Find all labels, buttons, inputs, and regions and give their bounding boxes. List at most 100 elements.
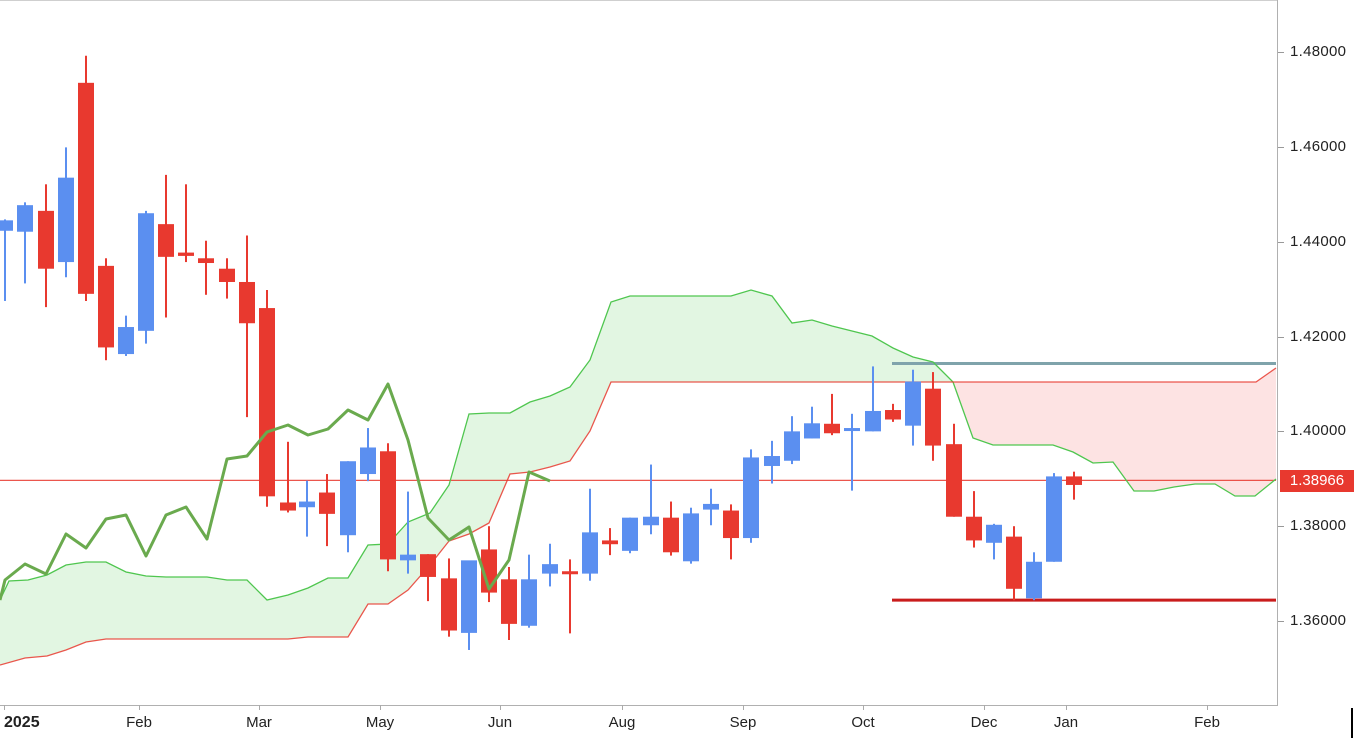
price-label: 1.44000	[1290, 232, 1347, 250]
date-tick	[622, 705, 623, 710]
candle[interactable]	[925, 372, 941, 461]
candle[interactable]	[380, 443, 396, 572]
date-label: Sep	[729, 714, 757, 731]
candle[interactable]	[1026, 552, 1042, 601]
date-label: Jan	[1053, 714, 1079, 731]
candle[interactable]	[441, 558, 457, 637]
date-tick	[1066, 705, 1067, 710]
candle[interactable]	[299, 480, 315, 537]
candle[interactable]	[865, 366, 881, 432]
senkou-span-b	[0, 367, 1277, 666]
date-label: May	[365, 714, 395, 731]
price-tick	[1278, 241, 1284, 243]
candle[interactable]	[521, 554, 537, 628]
candle[interactable]	[259, 290, 275, 507]
price-tick	[1278, 52, 1284, 53]
candles	[0, 55, 1082, 650]
chikou-line	[0, 382, 551, 601]
date-label: 2025	[4, 714, 40, 731]
candle[interactable]	[239, 235, 255, 418]
senkou-span-a	[0, 289, 1277, 601]
date-tick	[1207, 705, 1208, 710]
candle[interactable]	[17, 202, 33, 284]
candle[interactable]	[1046, 473, 1062, 562]
candle[interactable]	[158, 174, 174, 318]
candle[interactable]	[602, 528, 618, 556]
candle[interactable]	[986, 523, 1002, 560]
candle[interactable]	[663, 501, 679, 556]
price-label: 1.36000	[1290, 612, 1347, 630]
candle[interactable]	[280, 441, 296, 513]
date-tick	[863, 705, 864, 710]
candle[interactable]	[885, 403, 901, 422]
candle[interactable]	[764, 440, 780, 484]
price-label: 1.38000	[1290, 517, 1347, 535]
candle[interactable]	[420, 554, 436, 602]
candle[interactable]	[946, 423, 962, 517]
price-tick	[1278, 146, 1284, 148]
price-tick	[1278, 431, 1284, 433]
candle[interactable]	[824, 393, 840, 436]
candle[interactable]	[582, 488, 598, 581]
candle[interactable]	[542, 543, 558, 587]
candle[interactable]	[481, 526, 497, 603]
price-label: 1.42000	[1290, 327, 1347, 345]
candle[interactable]	[743, 449, 759, 543]
candle[interactable]	[966, 491, 982, 548]
date-label: Aug	[608, 714, 636, 731]
chikou-span	[0, 382, 551, 601]
date-tick	[984, 705, 985, 710]
chart-top-border	[0, 0, 1278, 1]
date-label: Jun	[487, 714, 513, 731]
candle[interactable]	[501, 566, 517, 641]
candle[interactable]	[1006, 526, 1022, 601]
date-tick	[4, 705, 5, 710]
candle[interactable]	[1066, 471, 1082, 500]
candle[interactable]	[905, 369, 921, 446]
candle[interactable]	[461, 560, 477, 650]
candle[interactable]	[703, 488, 719, 526]
candle[interactable]	[219, 258, 235, 299]
ichimoku-cloud	[0, 290, 1276, 665]
date-tick	[380, 705, 381, 710]
candle[interactable]	[844, 413, 860, 491]
window-edge	[1351, 708, 1353, 738]
price-tick	[1278, 621, 1284, 623]
date-label: Feb	[126, 714, 152, 731]
date-tick	[259, 705, 260, 710]
ichimoku-spans	[0, 289, 1277, 666]
date-label: Dec	[970, 714, 998, 731]
date-label: Feb	[1194, 714, 1220, 731]
current-price-badge: 1.38966	[1280, 470, 1354, 492]
candle[interactable]	[622, 517, 638, 554]
candle[interactable]	[319, 474, 335, 547]
price-tick	[1278, 526, 1284, 528]
candle[interactable]	[360, 428, 376, 482]
candle[interactable]	[562, 559, 578, 634]
date-label: Mar	[246, 714, 272, 731]
candle[interactable]	[98, 258, 114, 361]
candle[interactable]	[784, 416, 800, 465]
candle[interactable]	[683, 507, 699, 564]
time-axis-line	[0, 705, 1278, 706]
candle[interactable]	[198, 240, 214, 295]
candle[interactable]	[78, 55, 94, 301]
candle[interactable]	[643, 464, 659, 535]
candle[interactable]	[804, 406, 820, 439]
candle[interactable]	[118, 315, 134, 356]
price-tick	[1278, 336, 1284, 338]
candle[interactable]	[400, 491, 416, 574]
candle[interactable]	[340, 461, 356, 553]
candle[interactable]	[723, 504, 739, 560]
date-tick	[500, 705, 501, 710]
candle[interactable]	[0, 219, 13, 301]
price-label: 1.46000	[1290, 137, 1347, 155]
candle[interactable]	[178, 184, 194, 263]
horizontal-lines	[0, 362, 1276, 602]
candle[interactable]	[138, 210, 154, 344]
price-label: 1.48000	[1290, 43, 1347, 60]
price-axis-line	[1277, 0, 1278, 706]
candle[interactable]	[58, 147, 74, 278]
candle[interactable]	[38, 184, 54, 308]
